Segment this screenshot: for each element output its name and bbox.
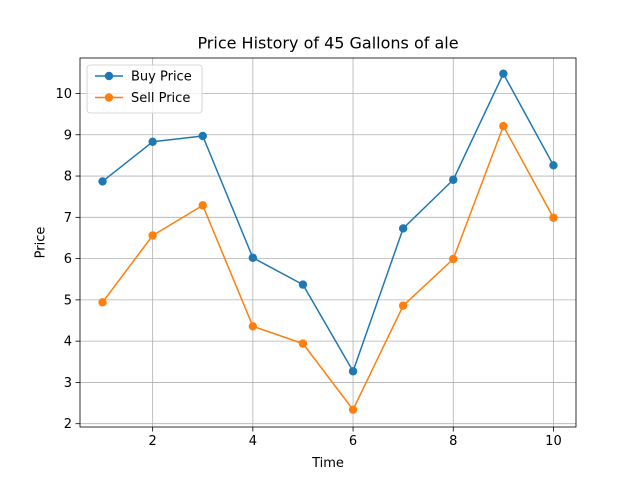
sell-price-point [198, 201, 207, 210]
buy-price-point [248, 253, 258, 262]
y-tick-label: 10 [55, 87, 72, 102]
sell-price-point [499, 121, 508, 131]
series-layer [98, 69, 558, 414]
sell-price-point [549, 213, 558, 222]
plot-frame [79, 57, 577, 428]
chart-title: Price History of 45 Gallons of ale [197, 34, 458, 53]
sell-price-series [98, 121, 558, 414]
buy-price-point [549, 161, 558, 170]
buy-price-point [398, 224, 408, 233]
axis-ticks: 2 4 6 8 10 2 3 4 5 6 7 8 9 10 [55, 87, 561, 449]
y-tick-label: 6 [64, 252, 72, 267]
sell-price-point [449, 254, 458, 264]
buy-price-series [98, 69, 558, 376]
y-tick-label: 4 [64, 335, 72, 350]
y-tick-label: 5 [64, 293, 72, 308]
sell-price-point [298, 339, 308, 348]
buy-price-legend-marker [104, 71, 114, 81]
buy-price-point [148, 137, 157, 146]
x-tick-label: 10 [545, 434, 562, 449]
y-tick-label: 7 [64, 211, 72, 226]
y-tick-label: 3 [64, 376, 72, 391]
x-tick-label: 6 [349, 434, 357, 449]
buy-price-point [348, 367, 358, 376]
buy-price-point [449, 175, 458, 184]
x-axis-label: Time [311, 456, 344, 471]
sell-price-legend-marker [104, 93, 114, 102]
sell-price-point [248, 322, 258, 331]
buy-price-point [198, 131, 207, 141]
y-tick-label: 8 [64, 170, 72, 185]
y-tick-label: 2 [64, 417, 72, 432]
x-tick-label: 2 [149, 434, 157, 449]
y-axis-label: Price [34, 227, 49, 259]
sell-price-point [348, 405, 358, 414]
x-tick-label: 8 [449, 434, 457, 449]
y-tick-label: 9 [64, 128, 72, 143]
legend-box [86, 64, 203, 114]
x-tick-label: 4 [249, 434, 257, 449]
sell-price-point [398, 301, 408, 310]
buy-price-point [298, 280, 308, 289]
buy-price-legend-label: Buy Price [131, 70, 192, 85]
sell-price-point [148, 231, 157, 240]
legend: Buy Price Sell Price [86, 64, 203, 114]
buy-price-line [102, 72, 555, 373]
sell-price-line [101, 125, 555, 411]
buy-price-point [98, 177, 107, 186]
sell-price-legend-label: Sell Price [131, 91, 190, 106]
buy-price-point [499, 69, 508, 78]
grid-lines [80, 58, 576, 427]
sell-price-point [98, 298, 107, 307]
